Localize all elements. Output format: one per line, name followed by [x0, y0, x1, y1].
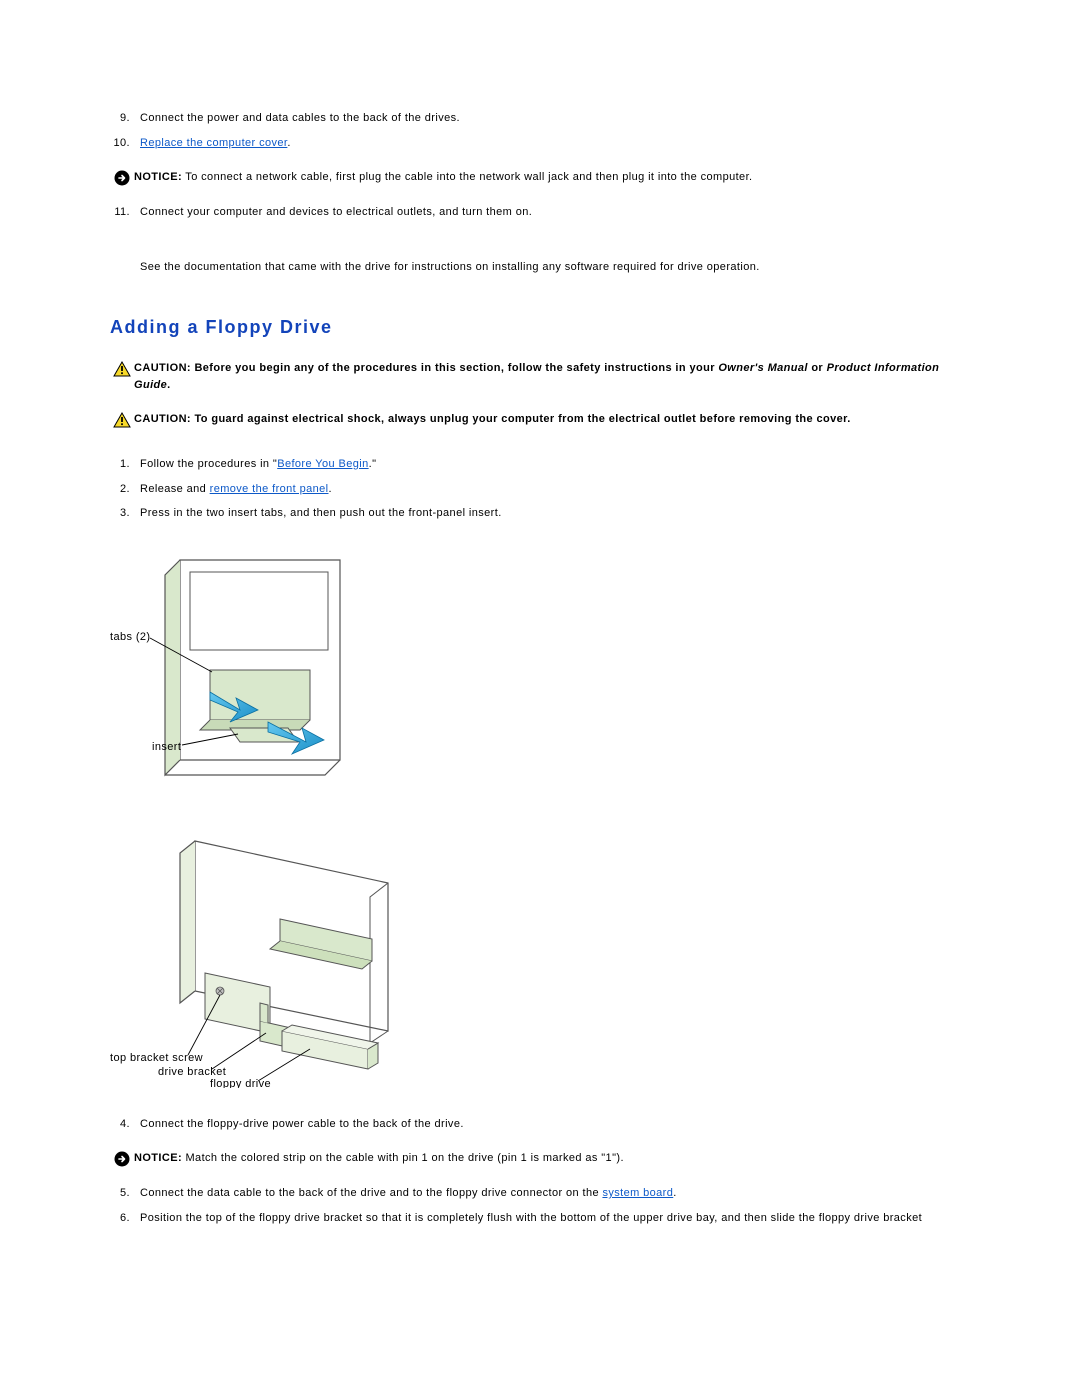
step-text: Connect the floppy-drive power cable to …: [140, 1116, 970, 1133]
replace-cover-link[interactable]: Replace the computer cover: [140, 137, 287, 149]
notice-network-cable: NOTICE: To connect a network cable, firs…: [110, 169, 970, 186]
svg-text:floppy drive: floppy drive: [210, 1078, 271, 1088]
step-2: 2. Release and remove the front panel.: [110, 481, 970, 498]
step-6: 6. Position the top of the floppy drive …: [110, 1210, 970, 1227]
caution-i1: Owner's Manual: [718, 362, 808, 374]
notice-icon: [110, 1150, 134, 1167]
caution-safety: CAUTION: Before you begin any of the pro…: [110, 360, 970, 393]
step-3: 3. Press in the two insert tabs, and the…: [110, 505, 970, 522]
step-num: 5.: [110, 1185, 140, 1202]
step-num: 10.: [110, 135, 140, 152]
notice-pin1: NOTICE: Match the colored strip on the c…: [110, 1150, 970, 1167]
svg-text:insert: insert: [152, 741, 181, 753]
svg-text:top bracket screw: top bracket screw: [110, 1052, 203, 1064]
caution-shock: CAUTION: To guard against electrical sho…: [110, 411, 970, 428]
step-num: 3.: [110, 505, 140, 522]
svg-text:drive bracket: drive bracket: [158, 1066, 226, 1078]
step-text: Connect the power and data cables to the…: [140, 110, 970, 127]
step-1: 1. Follow the procedures in "Before You …: [110, 456, 970, 473]
step-post: .: [673, 1187, 676, 1199]
step-text: Release and remove the front panel.: [140, 481, 970, 498]
step-post: .": [369, 458, 377, 470]
step-text: Connect the data cable to the back of th…: [140, 1185, 970, 1202]
step-num: 1.: [110, 456, 140, 473]
remove-front-panel-link[interactable]: remove the front panel: [210, 483, 329, 495]
step-suffix: .: [287, 137, 290, 149]
step-4: 4. Connect the floppy-drive power cable …: [110, 1116, 970, 1133]
notice-icon: [110, 169, 134, 186]
caution-pre: Before you begin any of the procedures i…: [191, 362, 718, 374]
caution-body: CAUTION: Before you begin any of the pro…: [134, 360, 970, 393]
caution-mid: or: [808, 362, 827, 374]
figure-front-panel-insert: tabs (2) insert: [110, 550, 970, 795]
step-num: 2.: [110, 481, 140, 498]
step-9: 9. Connect the power and data cables to …: [110, 110, 970, 127]
step-pre: Follow the procedures in ": [140, 458, 277, 470]
caution-text: To guard against electrical shock, alway…: [191, 413, 851, 425]
figure-drive-bracket: top bracket screw drive bracket floppy d…: [110, 823, 970, 1088]
step-num: 6.: [110, 1210, 140, 1227]
step-text: Replace the computer cover.: [140, 135, 970, 152]
step-pre: Release and: [140, 483, 210, 495]
step-post: .: [329, 483, 332, 495]
step-text: Follow the procedures in "Before You Beg…: [140, 456, 970, 473]
notice-text: To connect a network cable, first plug t…: [182, 171, 752, 183]
caution-icon: [110, 360, 134, 377]
notice-text: Match the colored strip on the cable wit…: [182, 1152, 624, 1164]
notice-label: NOTICE:: [134, 1152, 182, 1164]
step-11: 11. Connect your computer and devices to…: [110, 204, 970, 221]
caution-icon: [110, 411, 134, 428]
notice-body: NOTICE: To connect a network cable, firs…: [134, 169, 970, 186]
caution-label: CAUTION:: [134, 362, 191, 374]
before-you-begin-link[interactable]: Before You Begin: [277, 458, 368, 470]
step-10: 10. Replace the computer cover.: [110, 135, 970, 152]
step-text: Position the top of the floppy drive bra…: [140, 1210, 970, 1227]
caution-label: CAUTION:: [134, 413, 191, 425]
step-5: 5. Connect the data cable to the back of…: [110, 1185, 970, 1202]
step-num: 11.: [110, 204, 140, 221]
post-step-para: See the documentation that came with the…: [110, 259, 970, 276]
section-heading: Adding a Floppy Drive: [110, 317, 970, 338]
step-num: 4.: [110, 1116, 140, 1133]
caution-post: .: [167, 379, 170, 391]
notice-body: NOTICE: Match the colored strip on the c…: [134, 1150, 970, 1167]
caution-body: CAUTION: To guard against electrical sho…: [134, 411, 970, 428]
svg-text:tabs (2): tabs (2): [110, 631, 151, 643]
step-text: Press in the two insert tabs, and then p…: [140, 505, 970, 522]
step-pre: Connect the data cable to the back of th…: [140, 1187, 602, 1199]
notice-label: NOTICE:: [134, 171, 182, 183]
system-board-link[interactable]: system board: [602, 1187, 673, 1199]
step-num: 9.: [110, 110, 140, 127]
step-text: Connect your computer and devices to ele…: [140, 204, 970, 221]
